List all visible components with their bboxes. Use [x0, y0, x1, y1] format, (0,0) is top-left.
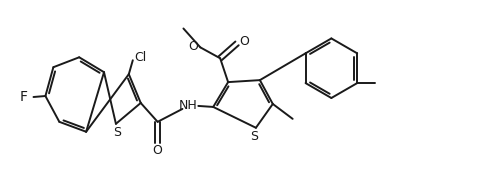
Text: NH: NH: [179, 99, 198, 113]
Text: F: F: [19, 90, 28, 104]
Text: O: O: [153, 144, 163, 157]
Text: Cl: Cl: [134, 51, 147, 64]
Text: O: O: [239, 35, 249, 48]
Text: O: O: [188, 40, 198, 53]
Text: S: S: [113, 126, 121, 139]
Text: S: S: [250, 130, 258, 143]
